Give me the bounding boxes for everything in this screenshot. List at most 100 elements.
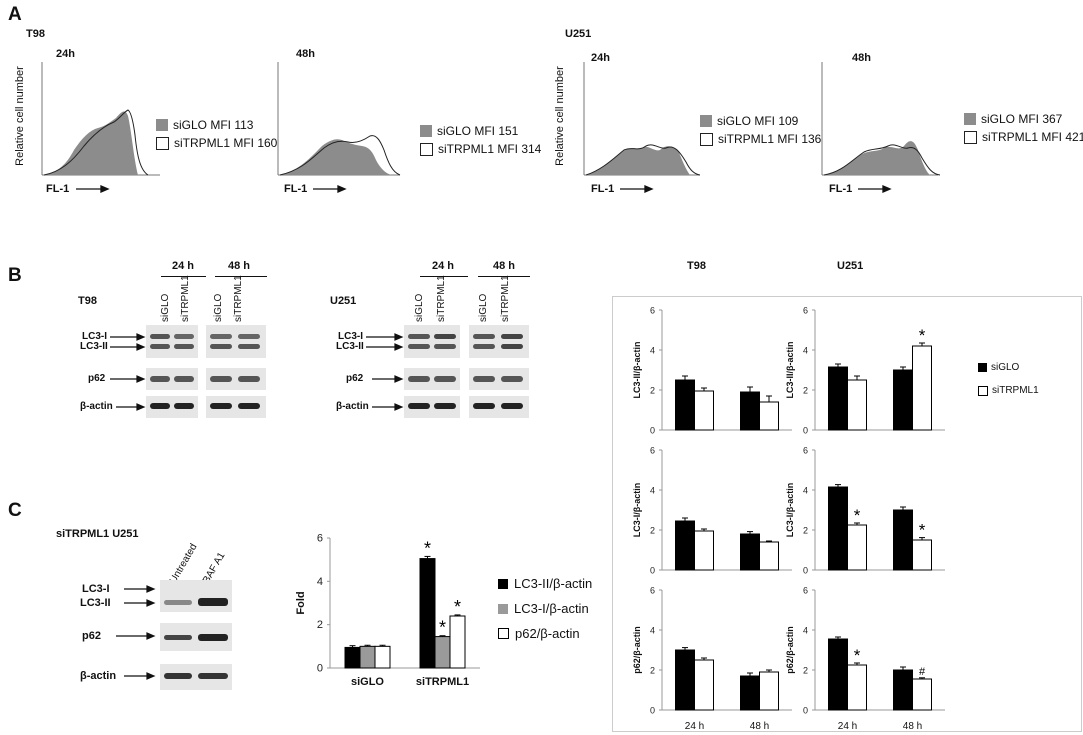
u251-lc3i-significance-mark: * (919, 521, 926, 540)
u251-p62-y-label: p62/β-actin (785, 626, 795, 674)
flow-time-t98-48h: 48h (296, 48, 315, 60)
t98-p62-category-label: 24 h (685, 721, 704, 732)
u251-lc3ii-y-label: LC3-II/β-actin (785, 342, 795, 399)
u251-lc3i-significance-mark: * (854, 506, 861, 525)
t98-lc3i-bar-siglo (675, 520, 695, 571)
blot-c-row-lc3ii: LC3-II (80, 597, 111, 609)
flow-group-u251: U251 (565, 28, 592, 40)
blot-b-t98-actin-24h (146, 396, 198, 418)
blot-b-u251-time2: 48 h (493, 260, 516, 272)
u251-lc3ii-significance-mark: * (919, 326, 926, 345)
u251-lc3i-bar-siglo (828, 486, 848, 571)
legend-swatch-siglo (978, 363, 987, 372)
t98-lc3ii-y-tick-label: 0 (650, 426, 655, 436)
blot-b-t98-lc3-48h (206, 325, 266, 358)
blot-b-u251-p62-48h (469, 368, 529, 390)
c-fold-y-tick-label: 4 (317, 576, 323, 588)
blot-c-actin (160, 664, 232, 690)
flow-group-t98: T98 (26, 28, 45, 40)
blot-b-u251-row-actin: β-actin (336, 401, 369, 412)
c-fold-y-tick-label: 0 (317, 663, 323, 675)
t98-lc3i-bar-sitrpml1 (694, 530, 714, 571)
u251-lc3i-y-label: LC3-I/β-actin (785, 483, 795, 538)
t98-lc3ii-y-tick-label: 2 (650, 386, 655, 396)
u251-lc3i-y-tick-label: 2 (803, 526, 808, 536)
b-col-title-u251: U251 (837, 260, 864, 272)
t98-p62-y-tick-label: 4 (650, 626, 655, 636)
flow-histogram-sitrpml1 (823, 144, 941, 176)
b-col-title-t98: T98 (687, 260, 706, 272)
flow-legend-u251-24h: siGLO MFI 109 siTRPML1 MFI 136 (700, 114, 821, 146)
blot-c-p62 (160, 623, 232, 651)
blot-b-u251-time1-line (420, 276, 468, 277)
t98-lc3i-y-tick-label: 6 (650, 446, 655, 456)
blot-c-row-lc3i: LC3-I (82, 583, 110, 595)
blot-b-t98-row-lc3ii: LC3-II (80, 341, 108, 352)
blot-b-u251-p62-24h (404, 368, 460, 390)
flow-histogram-siglo (586, 146, 690, 175)
flow-histogram-sitrpml1 (43, 109, 149, 176)
flow-histogram-sitrpml1 (585, 144, 701, 176)
u251-p62-y-tick-label: 2 (803, 666, 808, 676)
c-fold-y-tick-label: 2 (317, 619, 323, 631)
blot-b-t98-row-p62: p62 (88, 373, 106, 384)
flow-histogram-siglo (280, 139, 392, 175)
flow-legend-t98-48h: siGLO MFI 151 siTRPML1 MFI 314 (420, 124, 541, 156)
blot-b-u251-row-p62: p62 (346, 373, 364, 384)
blot-b-t98-lc3-24h (146, 325, 198, 358)
c-fold-y-label: Fold (295, 591, 307, 614)
flow-time-u251-24h: 24h (591, 52, 610, 64)
flow-plot-t98-48h (277, 62, 401, 176)
blot-b-t98-time1-line (161, 276, 206, 277)
u251-lc3i-bar-sitrpml1 (847, 524, 867, 571)
t98-p62-bar-siglo (740, 675, 760, 711)
flow-x-label: FL-1 (46, 183, 70, 195)
u251-lc3ii-bar-siglo (893, 369, 913, 431)
t98-p62-y-tick-label: 2 (650, 666, 655, 676)
t98-lc3i-y-tick-label: 0 (650, 566, 655, 576)
flow-x-label: FL-1 (829, 183, 853, 195)
c-fold-bar-lc3-ii-actin (344, 646, 361, 669)
panel-label-b: B (8, 265, 22, 286)
flow-plot-u251-24h (583, 62, 701, 176)
panel-label-c: C (8, 500, 22, 521)
u251-lc3ii-y-tick-label: 2 (803, 386, 808, 396)
blot-c-row-p62: p62 (82, 630, 101, 642)
blot-c-lc3 (160, 580, 232, 612)
flow-legend-t98-24h: siGLO MFI 113 siTRPML1 MFI 160 (156, 118, 277, 150)
blot-b-t98-p62-24h (146, 368, 198, 390)
t98-lc3i-bar-siglo (740, 533, 760, 571)
c-fold-category-label: siTRPML1 (416, 676, 469, 688)
panel-label-a: A (8, 4, 22, 25)
c-legend: LC3-II/β-actin LC3-I/β-actin p62/β-actin (498, 576, 592, 641)
t98-p62-y-label: p62/β-actin (632, 626, 642, 674)
u251-p62-category-label: 24 h (838, 721, 857, 732)
u251-p62-category-label: 48 h (903, 721, 922, 732)
c-fold-bar-p62-actin (374, 645, 391, 669)
flow-plot-u251-48h (821, 62, 941, 176)
blot-b-u251-time1: 24 h (432, 260, 455, 272)
blot-b-t98-time2-line (215, 276, 267, 277)
flow-histogram-sitrpml1 (279, 135, 401, 176)
c-fold-significance-mark: * (454, 597, 461, 617)
u251-lc3ii-y-tick-label: 0 (803, 426, 808, 436)
u251-lc3i-y-tick-label: 0 (803, 566, 808, 576)
t98-lc3ii-bar-siglo (740, 391, 760, 431)
blot-b-u251-actin-24h (404, 396, 460, 418)
c-fold-significance-mark: * (439, 618, 446, 638)
u251-lc3ii-y-tick-label: 4 (803, 346, 808, 356)
flow-time-t98-24h: 24h (56, 48, 75, 60)
flow-histogram-siglo (824, 141, 930, 175)
u251-p62-y-tick-label: 0 (803, 706, 808, 716)
u251-lc3ii-y-tick-label: 6 (803, 306, 808, 316)
t98-lc3ii-bar-sitrpml1 (694, 390, 714, 431)
u251-p62-y-tick-label: 6 (803, 586, 808, 596)
flow-histogram-siglo (44, 111, 138, 175)
t98-p62-bar-sitrpml1 (759, 671, 779, 711)
t98-lc3i-bar-sitrpml1 (759, 541, 779, 571)
c-fold-bar-lc3-i-actin (359, 645, 376, 669)
flow-x-label: FL-1 (284, 183, 308, 195)
c-fold-category-label: siGLO (351, 676, 384, 688)
blot-b-u251-row-lc3i: LC3-I (338, 331, 363, 342)
